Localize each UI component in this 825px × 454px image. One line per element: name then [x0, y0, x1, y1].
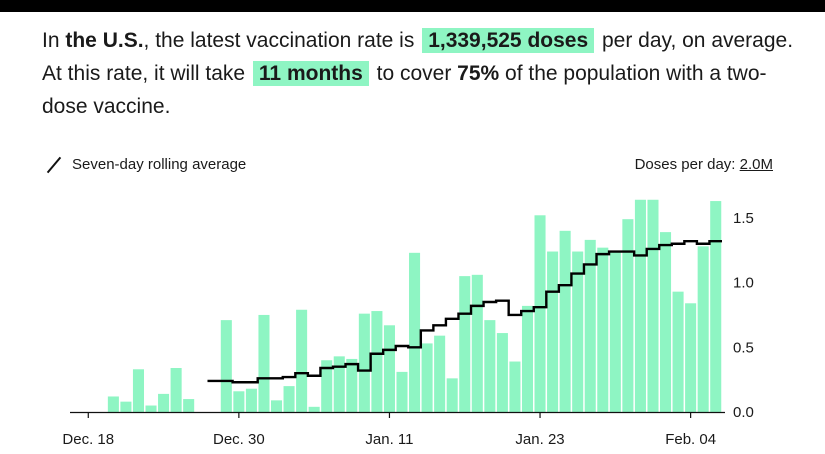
bar: [584, 239, 596, 412]
scale-note-max: 2.0M: [739, 156, 773, 173]
x-tick-label: Jan. 11: [365, 431, 413, 448]
headline-coverage: 75%: [457, 62, 500, 85]
bar: [434, 335, 446, 412]
bar: [333, 356, 345, 412]
headline-text: In: [42, 29, 66, 52]
bar: [283, 386, 295, 412]
bar: [120, 401, 132, 412]
bar: [183, 399, 195, 412]
bar: [597, 247, 609, 412]
bar: [697, 246, 709, 412]
bar: [396, 371, 408, 412]
x-tick-label: Jan. 23: [515, 431, 564, 448]
bar: [220, 320, 232, 412]
y-tick-label: 0.5: [733, 339, 754, 356]
headline: In the U.S., the latest vaccination rate…: [42, 24, 802, 123]
bar: [634, 199, 646, 412]
headline-region: the U.S.: [65, 29, 144, 52]
bar: [672, 291, 684, 412]
headline-rate-highlight: 1,339,525 doses: [422, 28, 595, 53]
top-bar: [0, 0, 825, 12]
bar: [484, 320, 496, 412]
bar: [145, 405, 157, 412]
bar: [170, 368, 182, 412]
scale-note: Doses per day: 2.0M: [635, 156, 773, 173]
bar: [383, 325, 395, 412]
bar: [358, 313, 370, 412]
bar: [534, 215, 546, 412]
bar: [107, 396, 119, 412]
bar: [509, 361, 521, 412]
bar: [660, 232, 672, 412]
headline-text: of the population with a two-dose vaccin…: [42, 62, 767, 118]
bar: [459, 276, 471, 412]
bar: [233, 391, 245, 412]
bar: [371, 311, 383, 412]
y-tick-label: 1.5: [733, 210, 754, 227]
chart-legend: Seven-day rolling average: [46, 156, 246, 173]
x-tick-label: Dec. 30: [213, 431, 265, 448]
bar: [559, 230, 571, 412]
headline-text: per day, on average. At this rate, it wi…: [42, 29, 794, 85]
bar: [421, 343, 433, 412]
bar: [685, 303, 697, 412]
bar: [308, 406, 320, 412]
bar: [296, 309, 308, 412]
legend-label: Seven-day rolling average: [72, 156, 247, 173]
headline-text: , the latest vaccination rate is: [143, 29, 421, 52]
bar: [609, 251, 621, 412]
bar: [647, 199, 659, 412]
bar: [547, 251, 559, 412]
headline-text: to cover: [370, 62, 458, 85]
bar: [245, 388, 257, 412]
bar: [572, 251, 584, 412]
bar: [496, 333, 508, 412]
bar: [132, 369, 144, 412]
rolling-average-line: [207, 239, 722, 384]
bar: [346, 358, 358, 412]
bar: [258, 314, 270, 412]
bar: [710, 201, 722, 412]
scale-note-label: Doses per day:: [634, 156, 740, 173]
x-tick-label: Dec. 18: [62, 431, 114, 448]
bar: [471, 274, 483, 412]
bar: [158, 393, 170, 412]
headline-duration-highlight: 11 months: [252, 61, 369, 86]
bar: [622, 219, 634, 412]
x-tick-label: Feb. 04: [665, 431, 716, 448]
y-tick-label: 0.0: [733, 404, 754, 421]
bar: [521, 305, 534, 412]
bar: [321, 360, 333, 412]
y-tick-label: 1.0: [733, 275, 754, 292]
bar: [446, 378, 458, 412]
bar: [270, 400, 283, 412]
bar: [409, 252, 421, 412]
